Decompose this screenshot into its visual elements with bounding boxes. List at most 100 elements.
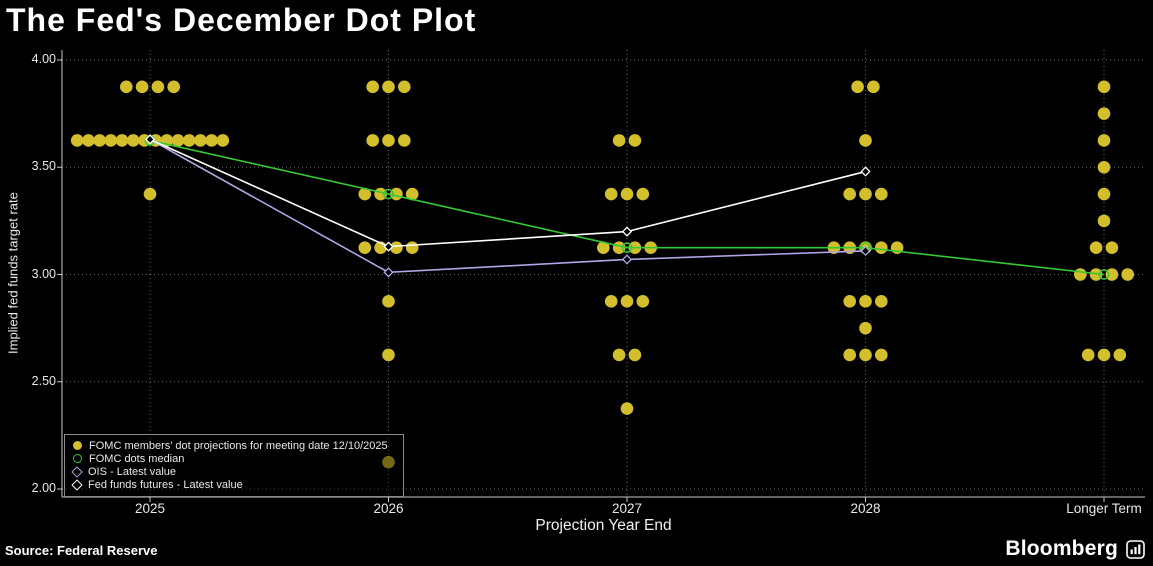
series-line <box>149 139 1105 276</box>
fomc-dot <box>182 134 196 147</box>
fomc-dot <box>1105 268 1119 281</box>
fomc-dot <box>382 455 395 469</box>
fomc-dot <box>151 80 165 94</box>
median-marker <box>383 188 394 200</box>
fomc-dot <box>843 348 856 362</box>
x-tick-label: 2028 <box>850 501 881 516</box>
legend-marker-circle-open-icon <box>73 454 82 463</box>
fomc-dot <box>120 80 133 94</box>
fomc-dot <box>366 134 380 147</box>
fomc-dot <box>205 134 218 147</box>
latest-value-marker <box>383 241 394 252</box>
fomc-dot <box>143 187 157 201</box>
legend-rows: FOMC members' dot projections for meetin… <box>71 439 395 491</box>
chart-title: The Fed's December Dot Plot <box>6 2 477 38</box>
fomc-dot <box>1089 241 1103 254</box>
legend-item: FOMC members' dot projections for meetin… <box>73 439 395 452</box>
latest-value-marker <box>144 134 156 145</box>
fomc-dot <box>216 134 230 147</box>
fomc-dot <box>620 187 634 201</box>
source-attribution: Source: Federal Reserve <box>5 543 158 558</box>
fomc-dot <box>1097 214 1111 228</box>
fomc-dot <box>604 295 618 308</box>
fomc-dot <box>104 134 118 147</box>
y-tick-label: 2.50 <box>31 373 56 388</box>
fomc-dot <box>390 241 403 254</box>
fomc-dot <box>358 187 372 201</box>
latest-value-marker <box>383 267 394 278</box>
fomc-dot <box>382 348 395 362</box>
fomc-dot <box>628 134 642 147</box>
fomc-dot <box>859 187 872 201</box>
fomc-dot <box>1097 107 1111 120</box>
fomc-dot <box>126 134 140 147</box>
fomc-dot <box>875 187 888 201</box>
fomc-dot <box>1097 348 1111 362</box>
fomc-dot <box>859 348 872 362</box>
fomc-dot <box>859 134 872 147</box>
fomc-dot <box>405 241 419 254</box>
fomc-dot <box>1097 160 1111 174</box>
fomc-dot <box>875 295 888 308</box>
fomc-dot <box>859 321 872 335</box>
chart-legend: FOMC members' dot projections for meetin… <box>64 434 404 497</box>
y-tick-label: 2.00 <box>31 481 56 495</box>
fomc-dot <box>1081 348 1095 362</box>
x-tick-label: 2025 <box>134 501 166 516</box>
fomc-dot <box>636 295 650 308</box>
fomc-dot <box>1074 268 1087 281</box>
y-tick-label: 3.00 <box>31 266 56 281</box>
fomc-dot <box>70 134 84 147</box>
fomc-dot <box>382 134 395 147</box>
fomc-dot <box>620 295 634 308</box>
fomc-dot <box>93 134 106 147</box>
legend-label: FOMC members' dot projections for meetin… <box>89 439 388 452</box>
fomc-dot <box>194 134 207 147</box>
fomc-dot <box>1097 187 1111 201</box>
fomc-dot <box>604 187 618 201</box>
median-marker <box>621 242 633 254</box>
latest-value-marker <box>860 245 871 257</box>
bar-chart-icon <box>1126 539 1145 559</box>
legend-marker-diamond-open-icon <box>71 478 83 491</box>
legend-label: OIS - Latest value <box>88 465 177 478</box>
fomc-dot <box>366 80 380 94</box>
legend-item: FOMC dots median <box>73 452 395 465</box>
fomc-dot <box>867 80 880 94</box>
fomc-dot <box>851 80 864 94</box>
fomc-dot <box>636 187 650 201</box>
fomc-dot <box>398 80 411 94</box>
y-tick-label: 4.00 <box>31 52 56 66</box>
x-tick-label: 2027 <box>611 501 643 516</box>
fomc-dot <box>875 241 888 254</box>
fomc-dot <box>1121 268 1134 281</box>
bloomberg-branding: Bloomberg <box>1005 537 1145 561</box>
fomc-dot <box>1097 134 1111 147</box>
bloomberg-wordmark: Bloomberg <box>1005 537 1118 560</box>
legend-item: OIS - Latest value <box>71 465 395 478</box>
legend-item: Fed funds futures - Latest value <box>71 478 395 491</box>
fomc-dot <box>875 348 888 362</box>
fomc-dot <box>398 134 411 147</box>
x-tick-label: Longer Term <box>1066 501 1142 516</box>
fomc-dot <box>405 187 419 201</box>
fomc-dot <box>1097 80 1111 94</box>
fomc-dot <box>620 402 634 415</box>
fomc-dot <box>843 187 856 201</box>
fomc-dot <box>382 295 395 308</box>
fomc-dot <box>843 295 856 308</box>
fomc-dot <box>612 134 626 147</box>
fomc-dot <box>1113 348 1127 362</box>
legend-marker-circle-filled-icon <box>73 441 82 450</box>
latest-value-marker <box>621 226 633 237</box>
fomc-dot <box>167 80 180 94</box>
legend-marker-diamond-open-icon <box>71 465 83 478</box>
fomc-dot <box>612 348 626 362</box>
x-tick-label: 2026 <box>373 501 404 516</box>
fomc-dot <box>1089 268 1103 281</box>
series-line <box>149 138 866 274</box>
fomc-dot <box>135 80 149 94</box>
fomc-dot <box>597 241 610 254</box>
